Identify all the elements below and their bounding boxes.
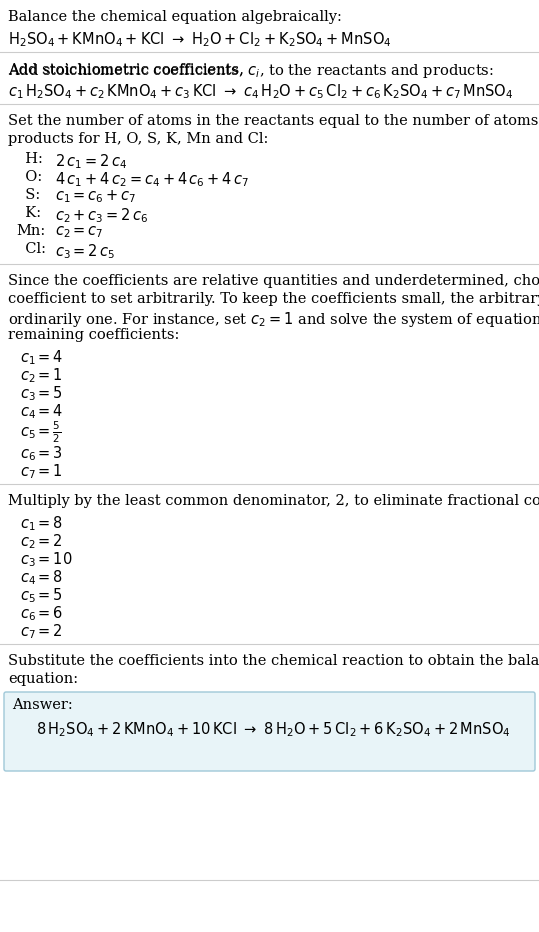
Text: $c_1 = 8$: $c_1 = 8$: [20, 514, 63, 533]
Text: $c_1 = 4$: $c_1 = 4$: [20, 348, 64, 366]
Text: $c_6 = 3$: $c_6 = 3$: [20, 444, 63, 462]
Text: $2\,c_1 = 2\,c_4$: $2\,c_1 = 2\,c_4$: [55, 152, 127, 171]
Text: Since the coefficients are relative quantities and underdetermined, choose a: Since the coefficients are relative quan…: [8, 274, 539, 288]
Text: $c_3 = 10$: $c_3 = 10$: [20, 550, 73, 569]
Text: products for H, O, S, K, Mn and Cl:: products for H, O, S, K, Mn and Cl:: [8, 132, 268, 146]
Text: $\mathrm{H_2SO_4 + KMnO_4 + KCl \ \rightarrow \ H_2O + Cl_2 + K_2SO_4 + MnSO_4}$: $\mathrm{H_2SO_4 + KMnO_4 + KCl \ \right…: [8, 30, 392, 48]
Text: remaining coefficients:: remaining coefficients:: [8, 328, 179, 342]
Text: $c_4 = 4$: $c_4 = 4$: [20, 402, 64, 420]
Text: $c_1 = c_6 + c_7$: $c_1 = c_6 + c_7$: [55, 188, 136, 205]
Text: H:: H:: [16, 152, 43, 166]
Text: Balance the chemical equation algebraically:: Balance the chemical equation algebraica…: [8, 10, 342, 24]
Text: $c_5 = \frac{5}{2}$: $c_5 = \frac{5}{2}$: [20, 420, 61, 445]
Text: K:: K:: [16, 206, 41, 220]
Text: Mn:: Mn:: [16, 224, 45, 238]
Text: $c_5 = 5$: $c_5 = 5$: [20, 586, 63, 605]
Text: $c_3 = 2\,c_5$: $c_3 = 2\,c_5$: [55, 242, 115, 261]
Text: ordinarily one. For instance, set $c_2 = 1$ and solve the system of equations fo: ordinarily one. For instance, set $c_2 =…: [8, 310, 539, 329]
Text: S:: S:: [16, 188, 40, 202]
Text: Substitute the coefficients into the chemical reaction to obtain the balanced: Substitute the coefficients into the che…: [8, 654, 539, 668]
FancyBboxPatch shape: [4, 692, 535, 771]
Text: $c_6 = 6$: $c_6 = 6$: [20, 604, 63, 623]
Text: $c_4 = 8$: $c_4 = 8$: [20, 568, 63, 587]
Text: $c_3 = 5$: $c_3 = 5$: [20, 384, 63, 403]
Text: $c_7 = 1$: $c_7 = 1$: [20, 462, 63, 481]
Text: Add stoichiometric coefficients, $c_i$, to the reactants and products:: Add stoichiometric coefficients, $c_i$, …: [8, 62, 494, 80]
Text: Answer:: Answer:: [12, 698, 73, 712]
Text: $8\,\mathrm{H_2SO_4} + 2\,\mathrm{KMnO_4} + 10\,\mathrm{KCl} \ \rightarrow \ 8\,: $8\,\mathrm{H_2SO_4} + 2\,\mathrm{KMnO_4…: [36, 720, 510, 739]
Text: Cl:: Cl:: [16, 242, 46, 256]
Text: equation:: equation:: [8, 672, 78, 686]
Text: $c_1\,\mathrm{H_2SO_4} + c_2\,\mathrm{KMnO_4} + c_3\,\mathrm{KCl} \ \rightarrow : $c_1\,\mathrm{H_2SO_4} + c_2\,\mathrm{KM…: [8, 82, 513, 101]
Text: $c_2 + c_3 = 2\,c_6$: $c_2 + c_3 = 2\,c_6$: [55, 206, 149, 225]
Text: $4\,c_1 + 4\,c_2 = c_4 + 4\,c_6 + 4\,c_7$: $4\,c_1 + 4\,c_2 = c_4 + 4\,c_6 + 4\,c_7…: [55, 170, 249, 188]
Text: Set the number of atoms in the reactants equal to the number of atoms in the: Set the number of atoms in the reactants…: [8, 114, 539, 128]
Text: O:: O:: [16, 170, 42, 184]
Text: coefficient to set arbitrarily. To keep the coefficients small, the arbitrary va: coefficient to set arbitrarily. To keep …: [8, 292, 539, 306]
Text: $c_2 = 1$: $c_2 = 1$: [20, 366, 63, 385]
Text: Multiply by the least common denominator, 2, to eliminate fractional coefficient: Multiply by the least common denominator…: [8, 494, 539, 508]
Text: $c_2 = c_7$: $c_2 = c_7$: [55, 224, 103, 240]
Text: Add stoichiometric coefficients,: Add stoichiometric coefficients,: [8, 62, 248, 76]
Text: $c_2 = 2$: $c_2 = 2$: [20, 532, 63, 551]
Text: $c_7 = 2$: $c_7 = 2$: [20, 622, 63, 640]
